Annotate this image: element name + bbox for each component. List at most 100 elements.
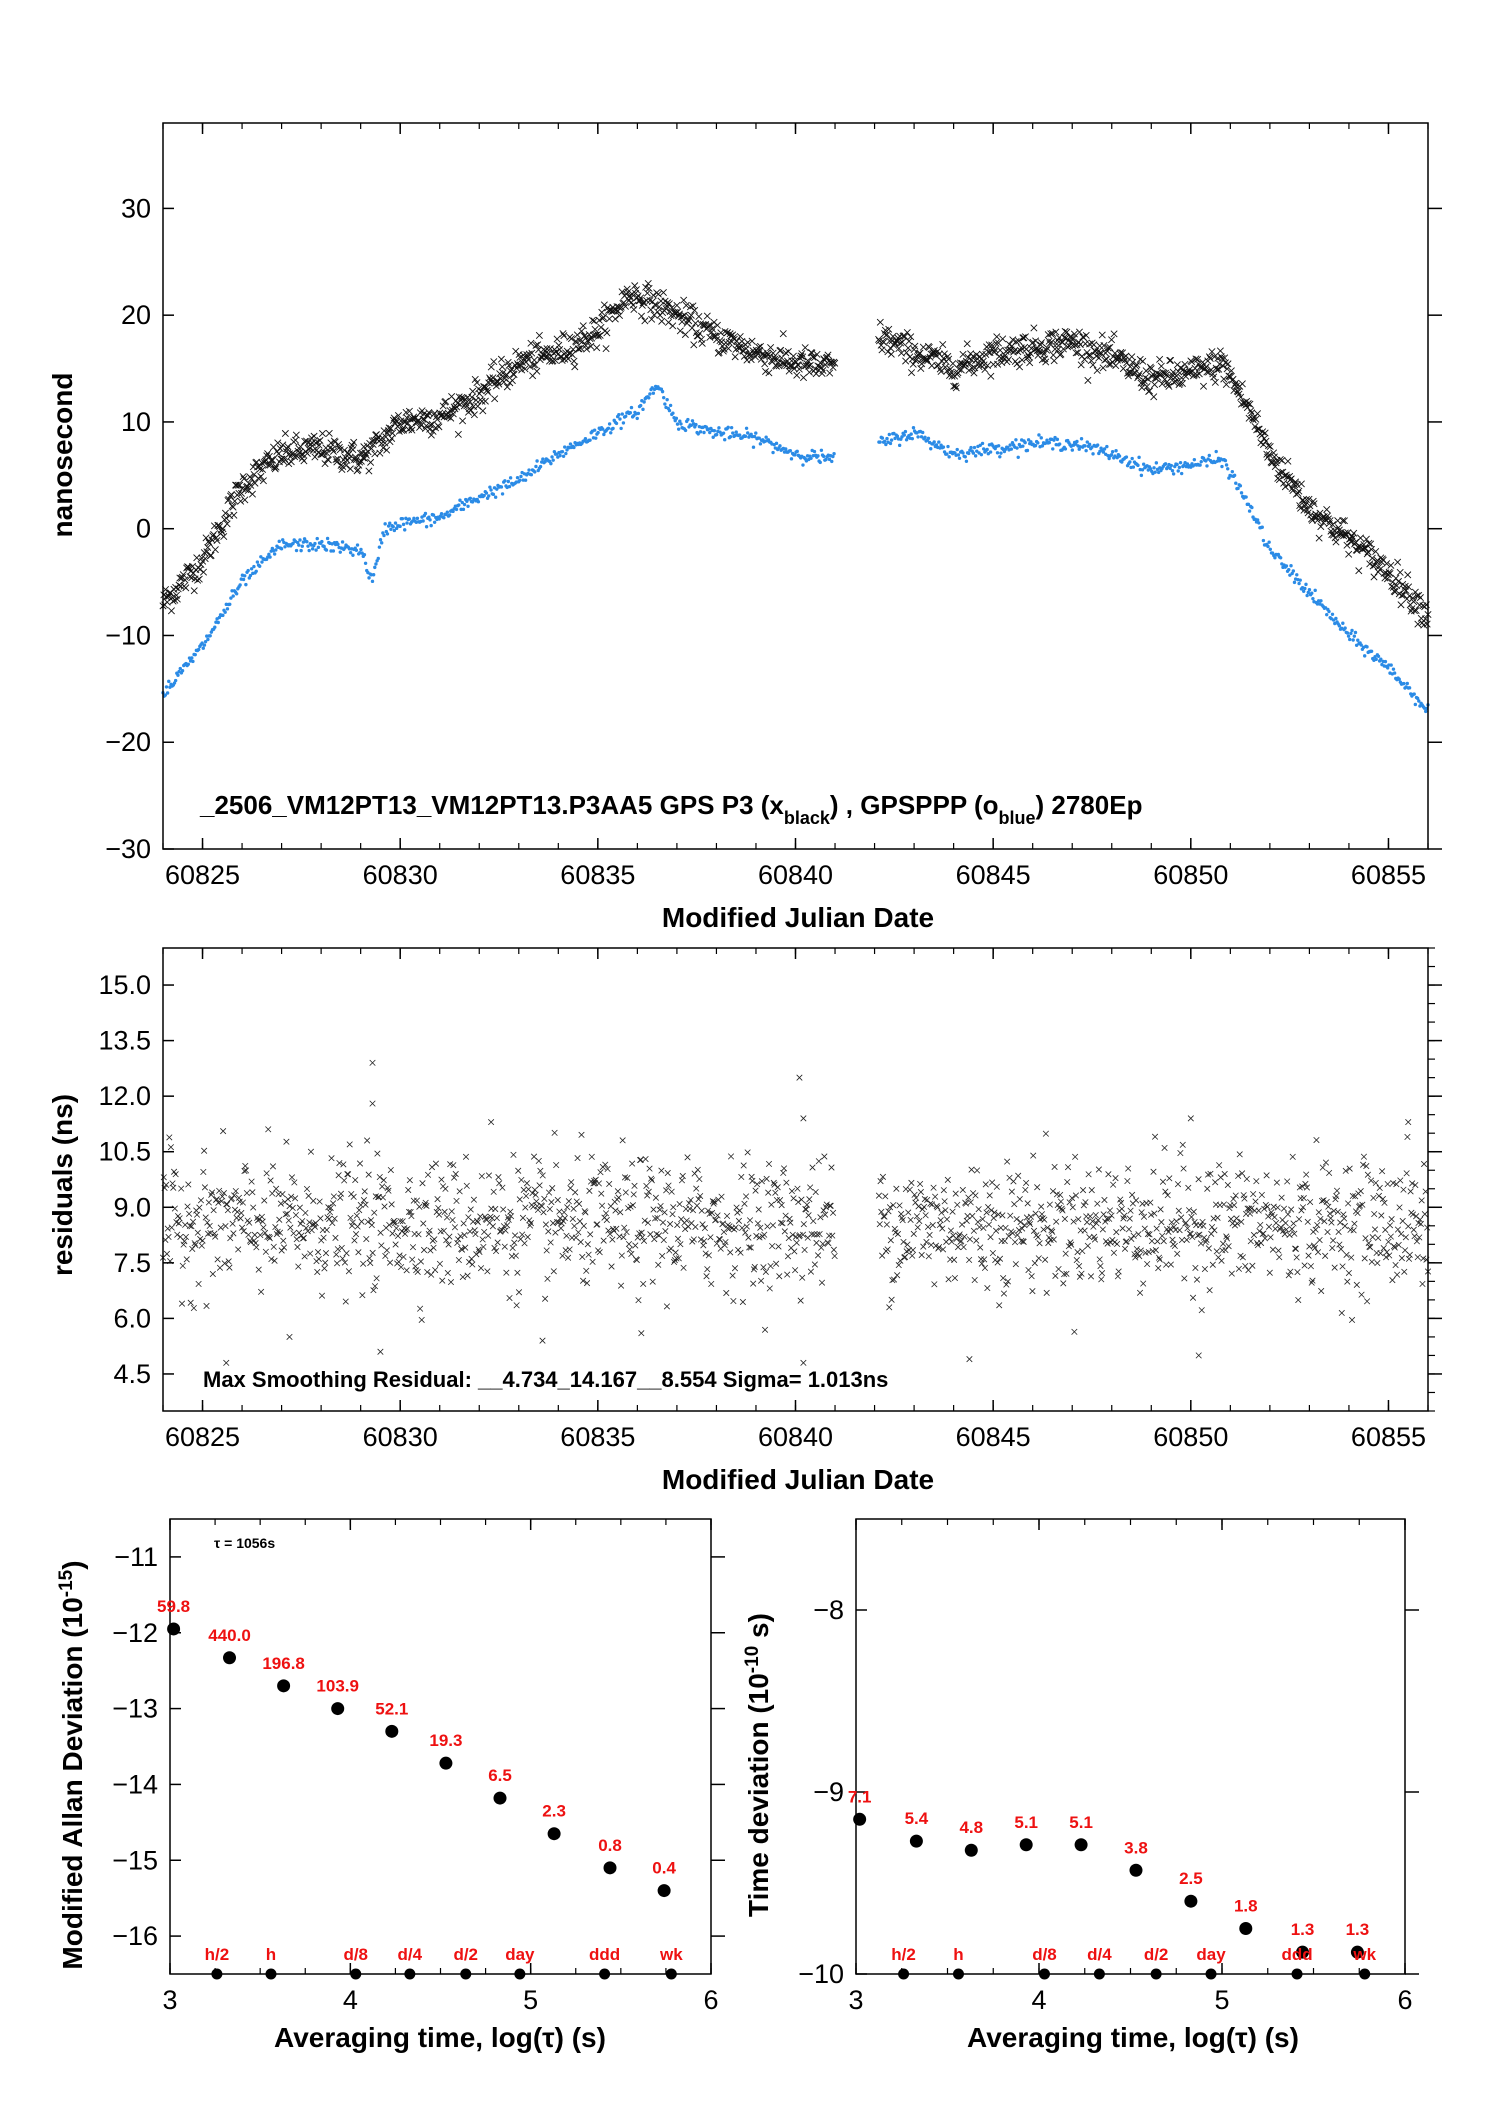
x-tick-label: 6	[1397, 1985, 1412, 2015]
blue-point	[764, 435, 768, 439]
blue-point	[923, 435, 927, 440]
black-point	[1162, 371, 1170, 379]
black-point	[990, 348, 998, 356]
black-point	[799, 353, 807, 361]
black-point	[1072, 349, 1080, 357]
black-point	[949, 360, 957, 368]
blue-point	[503, 479, 507, 483]
blue-point	[427, 515, 431, 519]
blue-point	[338, 550, 342, 554]
black-point	[197, 560, 205, 569]
blue-point	[252, 564, 256, 569]
black-point	[395, 427, 403, 435]
black-point	[1308, 516, 1316, 524]
black-point	[306, 444, 314, 452]
black-point	[1270, 453, 1278, 461]
black-point	[204, 544, 212, 552]
black-point	[616, 311, 624, 319]
black-point	[1037, 341, 1045, 349]
blue-point	[460, 500, 464, 505]
black-point	[1051, 345, 1059, 353]
black-point	[1135, 370, 1143, 378]
blue-point	[1365, 645, 1369, 649]
blue-point	[1391, 667, 1396, 671]
blue-point	[1015, 446, 1019, 450]
blue-point	[437, 517, 441, 521]
black-point	[806, 361, 814, 369]
black-point	[241, 496, 249, 504]
mdev-interval-marker	[460, 1968, 472, 1980]
black-point	[1048, 338, 1056, 346]
x-tick-label: 60855	[1351, 1422, 1426, 1452]
blue-point	[964, 459, 969, 463]
blue-point	[583, 436, 588, 441]
blue-point	[201, 646, 205, 650]
blue-point	[306, 544, 310, 548]
y-tick-label: 6.0	[113, 1303, 151, 1333]
blue-point	[1102, 447, 1107, 451]
blue-point	[186, 662, 191, 666]
black-point	[207, 551, 215, 559]
black-point	[1179, 366, 1187, 374]
black-point	[880, 338, 888, 346]
black-point	[1090, 341, 1098, 349]
blue-point	[1292, 580, 1297, 585]
black-point	[1266, 442, 1274, 451]
blue-point	[594, 436, 598, 440]
blue-point	[208, 634, 212, 638]
blue-point	[457, 503, 461, 507]
black-point	[1276, 455, 1284, 464]
black-point	[948, 372, 956, 380]
blue-point	[648, 392, 652, 396]
black-point	[1300, 506, 1308, 514]
black-point	[498, 363, 506, 371]
blue-point	[929, 447, 933, 451]
tdev-point	[1239, 1922, 1253, 1935]
black-point	[351, 453, 359, 461]
black-point	[602, 345, 610, 353]
tdev-point-label: 7.1	[848, 1787, 872, 1806]
blue-point	[1343, 626, 1347, 630]
blue-point	[1276, 552, 1281, 557]
mdev-y-axis-label: Modified Allan Deviation (10-15)	[56, 1560, 89, 1969]
blue-point	[784, 447, 788, 451]
black-point	[503, 383, 511, 391]
black-point	[351, 455, 359, 463]
blue-point	[495, 487, 499, 491]
black-point	[742, 345, 750, 353]
tdev-interval-label: h	[953, 1945, 963, 1964]
black-point	[789, 352, 797, 360]
mdev-point	[167, 1622, 181, 1636]
y-tick-label: −10	[105, 620, 151, 650]
blue-point	[1407, 686, 1412, 690]
blue-point	[1383, 659, 1388, 664]
black-point	[988, 341, 996, 349]
blue-point	[1205, 464, 1209, 468]
blue-point	[1397, 677, 1401, 681]
blue-point	[789, 457, 794, 461]
blue-point	[609, 431, 613, 435]
black-point	[824, 351, 832, 359]
black-point	[484, 388, 492, 396]
black-point	[533, 367, 541, 375]
black-point	[1110, 330, 1118, 338]
blue-point	[305, 540, 309, 544]
black-point	[1244, 400, 1252, 408]
black-point	[664, 318, 673, 326]
black-point	[1064, 343, 1072, 351]
black-point	[546, 345, 554, 353]
blue-point	[1238, 484, 1243, 488]
blue-point	[1232, 473, 1237, 478]
blue-point	[947, 455, 951, 459]
blue-point	[1255, 518, 1260, 522]
blue-point	[617, 412, 621, 417]
black-point	[239, 473, 247, 481]
blue-point	[476, 500, 481, 504]
black-point	[903, 328, 911, 337]
black-point	[1166, 357, 1174, 365]
mdev-point-label: 103.9	[316, 1677, 359, 1696]
black-point	[479, 407, 487, 415]
blue-point	[324, 548, 329, 552]
black-point	[1252, 415, 1260, 423]
blue-point	[367, 576, 371, 580]
